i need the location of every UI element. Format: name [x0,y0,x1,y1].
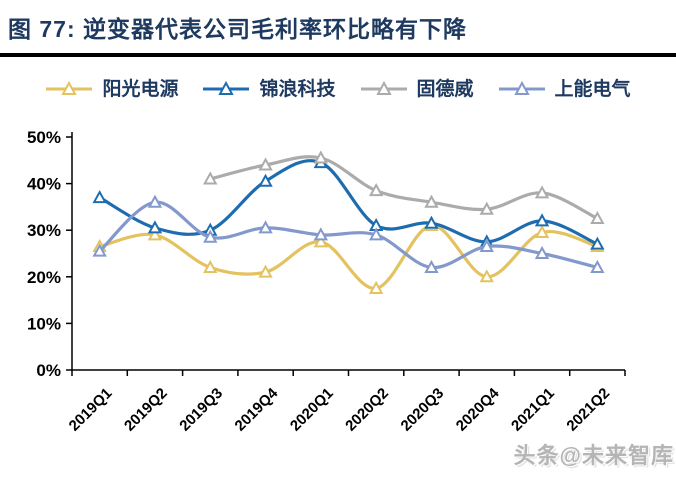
watermark: 头条@未来智库 [513,443,674,468]
x-category-label: 2021Q2 [563,385,613,435]
series-marker-0 [479,269,494,283]
series-marker-2 [313,150,329,164]
series-line-0 [98,223,599,291]
y-tick-label: 30% [27,221,61,240]
x-category-label: 2021Q1 [508,385,558,435]
series-marker-1 [147,220,163,234]
x-category-label: 2019Q4 [232,384,282,434]
series-marker-3 [368,227,384,241]
series-line-2 [208,155,599,221]
series-marker-1 [590,236,605,250]
figure-title: 图 77: 逆变器代表公司毛利率环比略有下降 [8,16,468,42]
series-marker-1 [534,213,550,227]
x-category-label: 2020Q1 [287,385,337,435]
series-marker-3 [479,238,494,253]
legend-item-2: 固德威 [360,80,474,99]
title-divider [0,53,676,57]
legend-item-3: 上能电气 [498,80,631,99]
legend-label: 上能电气 [554,78,631,100]
legend-item-1: 锦浪科技 [202,78,336,100]
series-marker-3 [203,229,218,243]
series-marker-0 [203,259,218,273]
series-marker-0 [147,227,163,241]
series-marker-0 [258,264,273,278]
legend-item-0: 阳光电源 [45,80,178,99]
series-marker-3 [147,194,163,208]
legend-line-triangle-icon [498,81,545,95]
series-marker-1 [92,190,107,204]
x-category-label: 2020Q4 [453,384,503,434]
legend-line-triangle-icon [360,81,407,95]
x-category-label: 2019Q3 [176,385,226,435]
series-marker-3 [534,245,550,259]
chart-legend: 阳光电源 锦浪科技 固德威 上能电气 [0,74,676,104]
series-marker-3 [258,220,273,234]
x-category-label: 2020Q3 [398,385,448,435]
y-tick-label: 40% [27,175,61,194]
y-tick-label: 0% [36,361,61,380]
series-marker-3 [590,259,605,273]
series-line-3 [98,200,599,270]
y-tick-label: 50% [27,128,61,147]
legend-label: 阳光电源 [102,78,179,100]
x-category-label: 2019Q1 [66,385,116,435]
legend-label: 固德威 [416,78,474,100]
series-marker-0 [313,234,329,248]
series-marker-2 [479,201,494,215]
legend-line-triangle-icon [46,81,93,95]
series-marker-2 [590,210,605,225]
series-marker-2 [203,171,218,185]
x-category-label: 2019Q2 [121,385,171,435]
series-marker-3 [424,259,439,273]
y-tick-label: 20% [27,268,61,287]
series-marker-0 [368,280,384,294]
y-tick-label: 10% [27,314,61,333]
legend-label: 锦浪科技 [259,78,336,100]
series-marker-1 [424,215,439,229]
series-marker-2 [424,194,439,208]
series-marker-3 [92,243,107,257]
series-marker-2 [258,157,273,171]
legend-line-triangle-icon [203,81,250,95]
series-marker-3 [313,227,329,241]
series-marker-2 [534,185,550,199]
series-marker-0 [534,224,550,239]
series-marker-1 [258,173,273,187]
x-category-label: 2020Q2 [342,385,392,435]
series-marker-2 [368,183,384,197]
series-line-1 [98,159,599,246]
